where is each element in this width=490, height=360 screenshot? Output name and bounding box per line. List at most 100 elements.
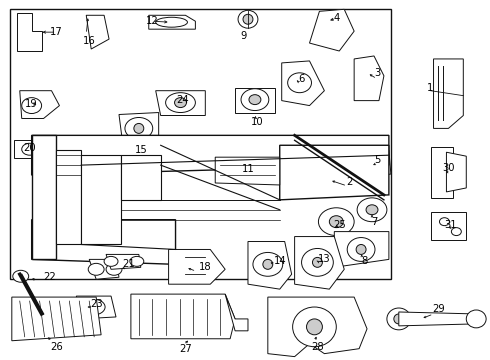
Text: 3: 3 <box>374 68 380 78</box>
Polygon shape <box>131 294 235 339</box>
Ellipse shape <box>238 10 258 28</box>
Polygon shape <box>12 297 101 341</box>
Ellipse shape <box>440 218 449 226</box>
Ellipse shape <box>243 14 253 24</box>
Polygon shape <box>359 150 391 178</box>
Polygon shape <box>86 15 109 49</box>
Ellipse shape <box>288 73 312 93</box>
Text: 8: 8 <box>361 256 367 266</box>
Polygon shape <box>106 255 141 269</box>
Polygon shape <box>215 157 280 185</box>
Text: 4: 4 <box>333 13 340 23</box>
Text: 20: 20 <box>24 143 36 153</box>
Ellipse shape <box>366 205 378 215</box>
Polygon shape <box>20 91 59 118</box>
Polygon shape <box>399 312 476 326</box>
Text: 5: 5 <box>374 155 380 165</box>
Polygon shape <box>268 297 367 357</box>
Polygon shape <box>32 220 175 264</box>
Text: 1: 1 <box>427 83 434 93</box>
Polygon shape <box>76 296 116 319</box>
Polygon shape <box>56 150 81 244</box>
Text: 21: 21 <box>122 259 135 269</box>
Ellipse shape <box>156 17 188 27</box>
Ellipse shape <box>313 257 322 267</box>
Text: 2: 2 <box>346 177 352 187</box>
Polygon shape <box>169 249 225 284</box>
Polygon shape <box>121 155 161 200</box>
Ellipse shape <box>318 208 354 235</box>
Text: 30: 30 <box>442 163 455 173</box>
Ellipse shape <box>357 198 387 222</box>
Ellipse shape <box>263 260 273 269</box>
Polygon shape <box>119 113 159 145</box>
Text: 12: 12 <box>147 16 159 26</box>
Ellipse shape <box>307 319 322 335</box>
Ellipse shape <box>130 256 144 266</box>
Ellipse shape <box>104 256 118 266</box>
Text: 11: 11 <box>242 164 254 174</box>
Polygon shape <box>156 91 205 116</box>
Text: 26: 26 <box>50 342 63 352</box>
Polygon shape <box>280 145 389 200</box>
Ellipse shape <box>81 299 105 315</box>
Text: 25: 25 <box>333 220 345 230</box>
Bar <box>10 9 391 279</box>
Polygon shape <box>446 152 466 192</box>
Text: 28: 28 <box>311 342 324 352</box>
Polygon shape <box>89 260 119 279</box>
Ellipse shape <box>106 264 122 275</box>
Ellipse shape <box>166 93 196 113</box>
Ellipse shape <box>88 264 104 275</box>
Polygon shape <box>32 135 389 175</box>
Ellipse shape <box>125 117 153 139</box>
Polygon shape <box>282 61 324 105</box>
Text: 19: 19 <box>25 99 38 109</box>
Ellipse shape <box>174 98 187 108</box>
Polygon shape <box>310 9 354 51</box>
Polygon shape <box>14 140 51 158</box>
Text: 17: 17 <box>50 27 63 37</box>
Polygon shape <box>225 294 248 331</box>
Polygon shape <box>248 242 292 289</box>
Ellipse shape <box>451 228 461 235</box>
Ellipse shape <box>347 238 375 261</box>
Text: 15: 15 <box>134 145 147 155</box>
Text: 24: 24 <box>176 95 189 105</box>
Polygon shape <box>17 13 42 51</box>
Polygon shape <box>431 147 453 198</box>
Polygon shape <box>434 59 464 129</box>
Ellipse shape <box>293 307 336 347</box>
Polygon shape <box>431 212 466 239</box>
Text: 6: 6 <box>298 74 305 84</box>
Text: 27: 27 <box>179 344 192 354</box>
Text: 29: 29 <box>432 304 445 314</box>
Polygon shape <box>324 309 344 347</box>
Ellipse shape <box>466 310 486 328</box>
Text: 22: 22 <box>43 272 56 282</box>
Ellipse shape <box>301 248 333 276</box>
Polygon shape <box>81 155 121 244</box>
Polygon shape <box>149 15 196 29</box>
Ellipse shape <box>35 307 50 319</box>
Ellipse shape <box>329 216 343 228</box>
Polygon shape <box>235 88 275 113</box>
Ellipse shape <box>22 98 42 113</box>
Ellipse shape <box>249 95 261 105</box>
Polygon shape <box>354 56 384 100</box>
Text: 10: 10 <box>250 117 263 127</box>
Text: 14: 14 <box>273 256 286 266</box>
Text: 7: 7 <box>371 217 377 227</box>
Text: 16: 16 <box>83 36 96 46</box>
Text: 31: 31 <box>444 220 457 230</box>
Ellipse shape <box>253 252 283 276</box>
Ellipse shape <box>241 89 269 111</box>
Ellipse shape <box>356 244 366 255</box>
Text: 13: 13 <box>318 255 331 264</box>
Ellipse shape <box>394 314 404 324</box>
Text: 23: 23 <box>90 299 102 309</box>
Ellipse shape <box>13 270 29 282</box>
Polygon shape <box>294 237 344 289</box>
Polygon shape <box>334 231 389 267</box>
Ellipse shape <box>134 123 144 133</box>
